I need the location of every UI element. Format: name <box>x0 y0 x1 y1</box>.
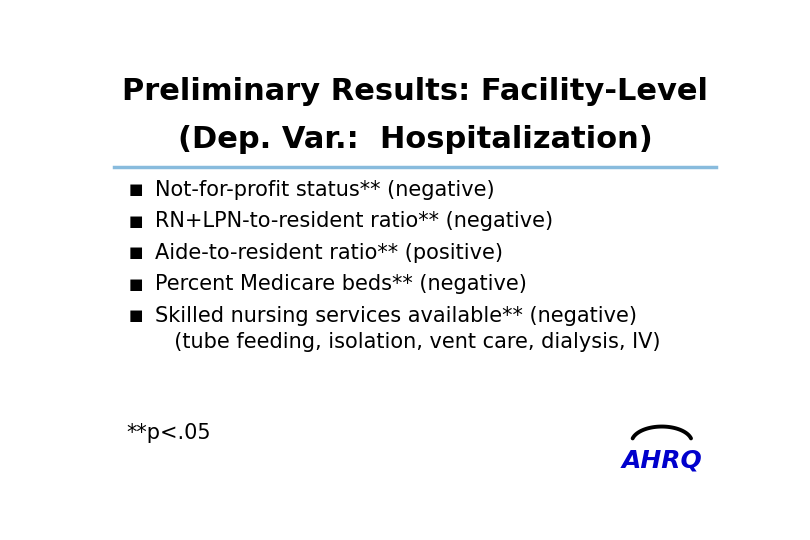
Text: ■: ■ <box>129 245 143 260</box>
Text: Percent Medicare beds** (negative): Percent Medicare beds** (negative) <box>155 274 526 294</box>
Text: ■: ■ <box>129 182 143 197</box>
Text: Aide-to-resident ratio** (positive): Aide-to-resident ratio** (positive) <box>155 243 503 263</box>
Text: (Dep. Var.:  Hospitalization): (Dep. Var.: Hospitalization) <box>177 125 653 154</box>
Text: AHRQ: AHRQ <box>621 449 702 472</box>
Text: ■: ■ <box>129 277 143 292</box>
Text: ■: ■ <box>129 214 143 228</box>
Text: ■: ■ <box>129 308 143 323</box>
Text: Preliminary Results: Facility-Level: Preliminary Results: Facility-Level <box>122 77 708 106</box>
Text: Skilled nursing services available** (negative): Skilled nursing services available** (ne… <box>155 306 637 326</box>
Text: Not-for-profit status** (negative): Not-for-profit status** (negative) <box>155 179 494 200</box>
Text: RN+LPN-to-resident ratio** (negative): RN+LPN-to-resident ratio** (negative) <box>155 211 552 231</box>
Text: (tube feeding, isolation, vent care, dialysis, IV): (tube feeding, isolation, vent care, dia… <box>161 332 660 352</box>
Text: **p<.05: **p<.05 <box>126 423 211 443</box>
